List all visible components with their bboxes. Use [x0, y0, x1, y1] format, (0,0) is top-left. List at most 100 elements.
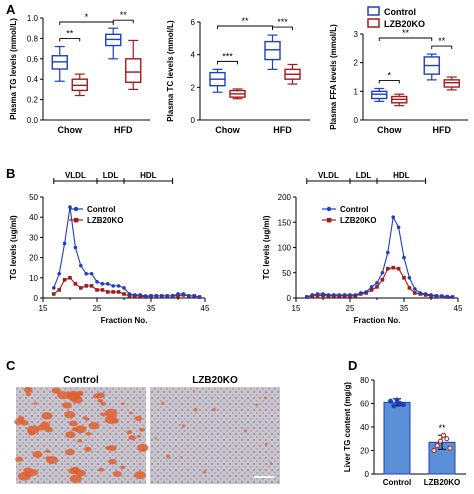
b1-point-control — [165, 294, 169, 298]
b2-series-control-line — [306, 215, 453, 298]
lipid-droplet — [128, 435, 136, 441]
b2-point-control — [364, 290, 369, 294]
a1-y-tick-label: 0.4 — [27, 75, 39, 84]
lipid-droplet — [134, 415, 143, 422]
b2-y-tick-label: 0 — [287, 294, 292, 303]
b1-x-axis-title: Fraction No. — [101, 316, 148, 325]
b1-point-ko — [84, 284, 88, 288]
d-data-point — [431, 448, 437, 453]
b2-point-control — [359, 291, 363, 295]
b2-point-control — [434, 294, 439, 298]
lipid-droplet — [82, 416, 87, 419]
b2-point-control — [386, 250, 390, 255]
b1-series-control-line — [53, 207, 200, 298]
b1-legend-ko-marker — [74, 218, 79, 223]
a3-y-tick-label: 2 — [354, 59, 359, 68]
b1-point-ko — [89, 284, 94, 288]
b1-point-ko — [122, 292, 126, 296]
b2-x-tick-label: 15 — [292, 304, 301, 313]
b2-point-ko — [369, 288, 374, 292]
b2-point-control — [445, 294, 450, 299]
a3-y-tick-label: 0 — [354, 116, 359, 125]
lipid-droplet — [120, 465, 126, 469]
b2-y-axis-title: TC levels (ug/ml) — [262, 215, 271, 279]
b1-point-control — [52, 286, 56, 290]
b1-point-control — [122, 286, 126, 290]
b2-legend-ko-marker — [327, 218, 332, 223]
b1-point-control — [170, 294, 175, 298]
b1-point-control — [111, 284, 115, 288]
lipid-droplet-ko — [193, 407, 198, 412]
d-data-point — [441, 432, 447, 438]
b1-y-tick-label: 40 — [29, 213, 38, 222]
d-data-point — [434, 443, 440, 449]
a2-box — [264, 40, 281, 61]
b1-point-control — [95, 280, 99, 284]
lipid-droplet — [15, 456, 24, 462]
d-x-tick-label: LZB20KO — [424, 478, 460, 487]
a1-y-tick-label: 0.8 — [27, 34, 39, 43]
b1-region-label: VLDL — [65, 171, 86, 180]
lipid-droplet — [51, 387, 61, 394]
b2-legend-control-marker — [326, 206, 332, 212]
b1-y-tick-label: 50 — [29, 193, 38, 202]
lipid-droplet — [97, 398, 104, 403]
a2-sig-bracket — [217, 60, 238, 65]
chart-liver-tg: 0 20 40 60 80 Liver TG content (mg/g) Control L… — [343, 376, 466, 487]
lipid-droplet — [74, 425, 87, 434]
b2-point-control — [321, 292, 325, 296]
a3-sig-bracket — [378, 80, 400, 84]
b1-point-control — [192, 294, 196, 298]
b1-point-control — [154, 294, 159, 298]
panel-label-c: C — [6, 358, 16, 373]
lipid-droplet-ko — [182, 424, 186, 428]
b1-point-ko — [73, 282, 78, 286]
d-data-point — [391, 403, 397, 409]
b1-point-control — [127, 292, 132, 296]
lipid-droplet — [40, 421, 51, 429]
lipid-droplet — [69, 474, 82, 483]
a2-x-tick-label: Chow — [215, 125, 240, 135]
d-x-tick-label: Control — [383, 478, 411, 487]
legend-ko-label: LZB20KO — [384, 19, 425, 29]
b2-point-ko — [413, 291, 417, 295]
b1-point-ko — [100, 288, 105, 292]
lipid-droplet-ko — [255, 403, 258, 407]
lipid-droplet-ko — [212, 407, 216, 412]
b2-point-control — [391, 215, 396, 219]
d-y-tick-label: 80 — [360, 376, 369, 385]
b2-point-ko — [402, 276, 406, 280]
b1-point-control — [143, 294, 148, 298]
lipid-droplet — [77, 439, 83, 443]
d-y-tick-label: 60 — [360, 400, 369, 409]
lipid-droplet-ko — [243, 429, 248, 433]
a1-sig-label: ** — [120, 10, 128, 20]
a1-x-tick-label: Chow — [58, 125, 83, 135]
b1-point-ko — [176, 294, 180, 298]
a1-sig-bracket — [59, 21, 114, 25]
lipid-droplet — [71, 427, 78, 432]
a2-x-tick-label: HFD — [273, 125, 292, 135]
lipid-droplet — [126, 430, 133, 435]
a1-box — [125, 58, 142, 83]
b2-point-control — [353, 293, 358, 297]
b2-x-tick-label: 35 — [400, 304, 409, 313]
b2-point-control — [332, 293, 336, 297]
lipid-droplet — [25, 392, 32, 397]
b2-point-control — [450, 295, 455, 299]
b2-point-control — [413, 287, 417, 291]
b2-point-ko — [386, 266, 390, 271]
lipid-droplet — [129, 411, 133, 415]
lipid-droplet — [84, 446, 92, 452]
chart-tg-fractions: 0 10 20 30 40 50 15 25 35 45 Fraction No. TG levels… — [9, 171, 210, 325]
lipid-droplet — [62, 401, 72, 409]
a3-box — [443, 79, 460, 88]
lipid-droplet — [100, 402, 107, 406]
lipid-droplet-ko — [165, 454, 171, 459]
lipid-droplet — [104, 408, 118, 418]
a1-x-tick-label: HFD — [114, 125, 133, 135]
b1-point-ko — [116, 290, 121, 294]
a2-sig-label: ** — [241, 16, 249, 26]
b1-y-tick-label: 20 — [29, 254, 38, 263]
a3-sig-label: ** — [402, 28, 410, 38]
